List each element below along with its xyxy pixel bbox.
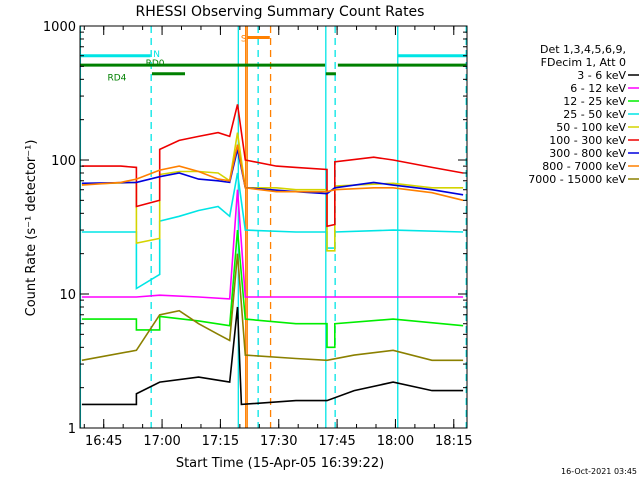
annotation-label-2: RD4 [107,73,126,83]
legend-label-6: 300 - 800 keV [549,147,626,160]
x-axis-label: Start Time (15-Apr-05 16:39:22) [176,456,384,471]
series-line-0 [81,306,464,406]
y-axis-label: Count Rate (s⁻¹ detector⁻¹) [24,140,39,317]
annotation-label-0: N [153,50,160,60]
annotation-bar-label-2: S [241,35,247,45]
y-tick-label-3: 1000 [43,20,76,35]
series-line-2 [81,230,464,349]
legend-label-8: 7000 - 15000 keV [528,173,626,186]
x-tick-label-0: 16:45 [85,434,122,449]
legend-label-7: 800 - 7000 keV [542,160,626,173]
footer-date: 16-Oct-2021 03:45 [561,467,637,476]
legend-label-2: 12 - 25 keV [563,95,626,108]
annotation-lines [80,26,467,428]
legend-label-5: 100 - 300 keV [549,134,626,147]
series-lines [81,104,464,406]
y-tick-label-1: 10 [59,288,76,303]
series-line-1 [81,189,464,300]
y-tick-label-2: 100 [51,154,76,169]
axes: 1 10 100 1000 16:45 17:00 17:15 17:30 17:45 18:00… [43,20,473,449]
legend-header-0: Det 1,3,4,5,6,9, [540,43,626,56]
plot-frame [79,25,468,429]
legend-label-1: 6 - 12 keV [570,82,626,95]
legend-label-0: 3 - 6 keV [577,69,626,82]
x-tick-label-1: 17:00 [143,434,180,449]
annotation-label-1: RD0 [146,59,165,69]
x-tick-label-2: 17:15 [202,434,239,449]
y-tick-label-0: 1 [68,422,76,437]
legend: Det 1,3,4,5,6,9,FDecim 1, Att 03 - 6 keV… [528,43,639,186]
legend-label-4: 50 - 100 keV [556,121,626,134]
x-tick-label-3: 17:30 [260,434,297,449]
x-tick-label-5: 18:00 [377,434,414,449]
x-tick-label-4: 17:45 [318,434,355,449]
legend-header-1: FDecim 1, Att 0 [541,56,626,69]
series-line-5 [81,104,464,228]
legend-label-3: 25 - 50 keV [563,108,626,121]
x-tick-label-6: 18:15 [435,434,472,449]
series-line-8 [81,253,464,362]
chart-title: RHESSI Observing Summary Count Rates [136,4,425,20]
series-line-7 [81,144,464,202]
